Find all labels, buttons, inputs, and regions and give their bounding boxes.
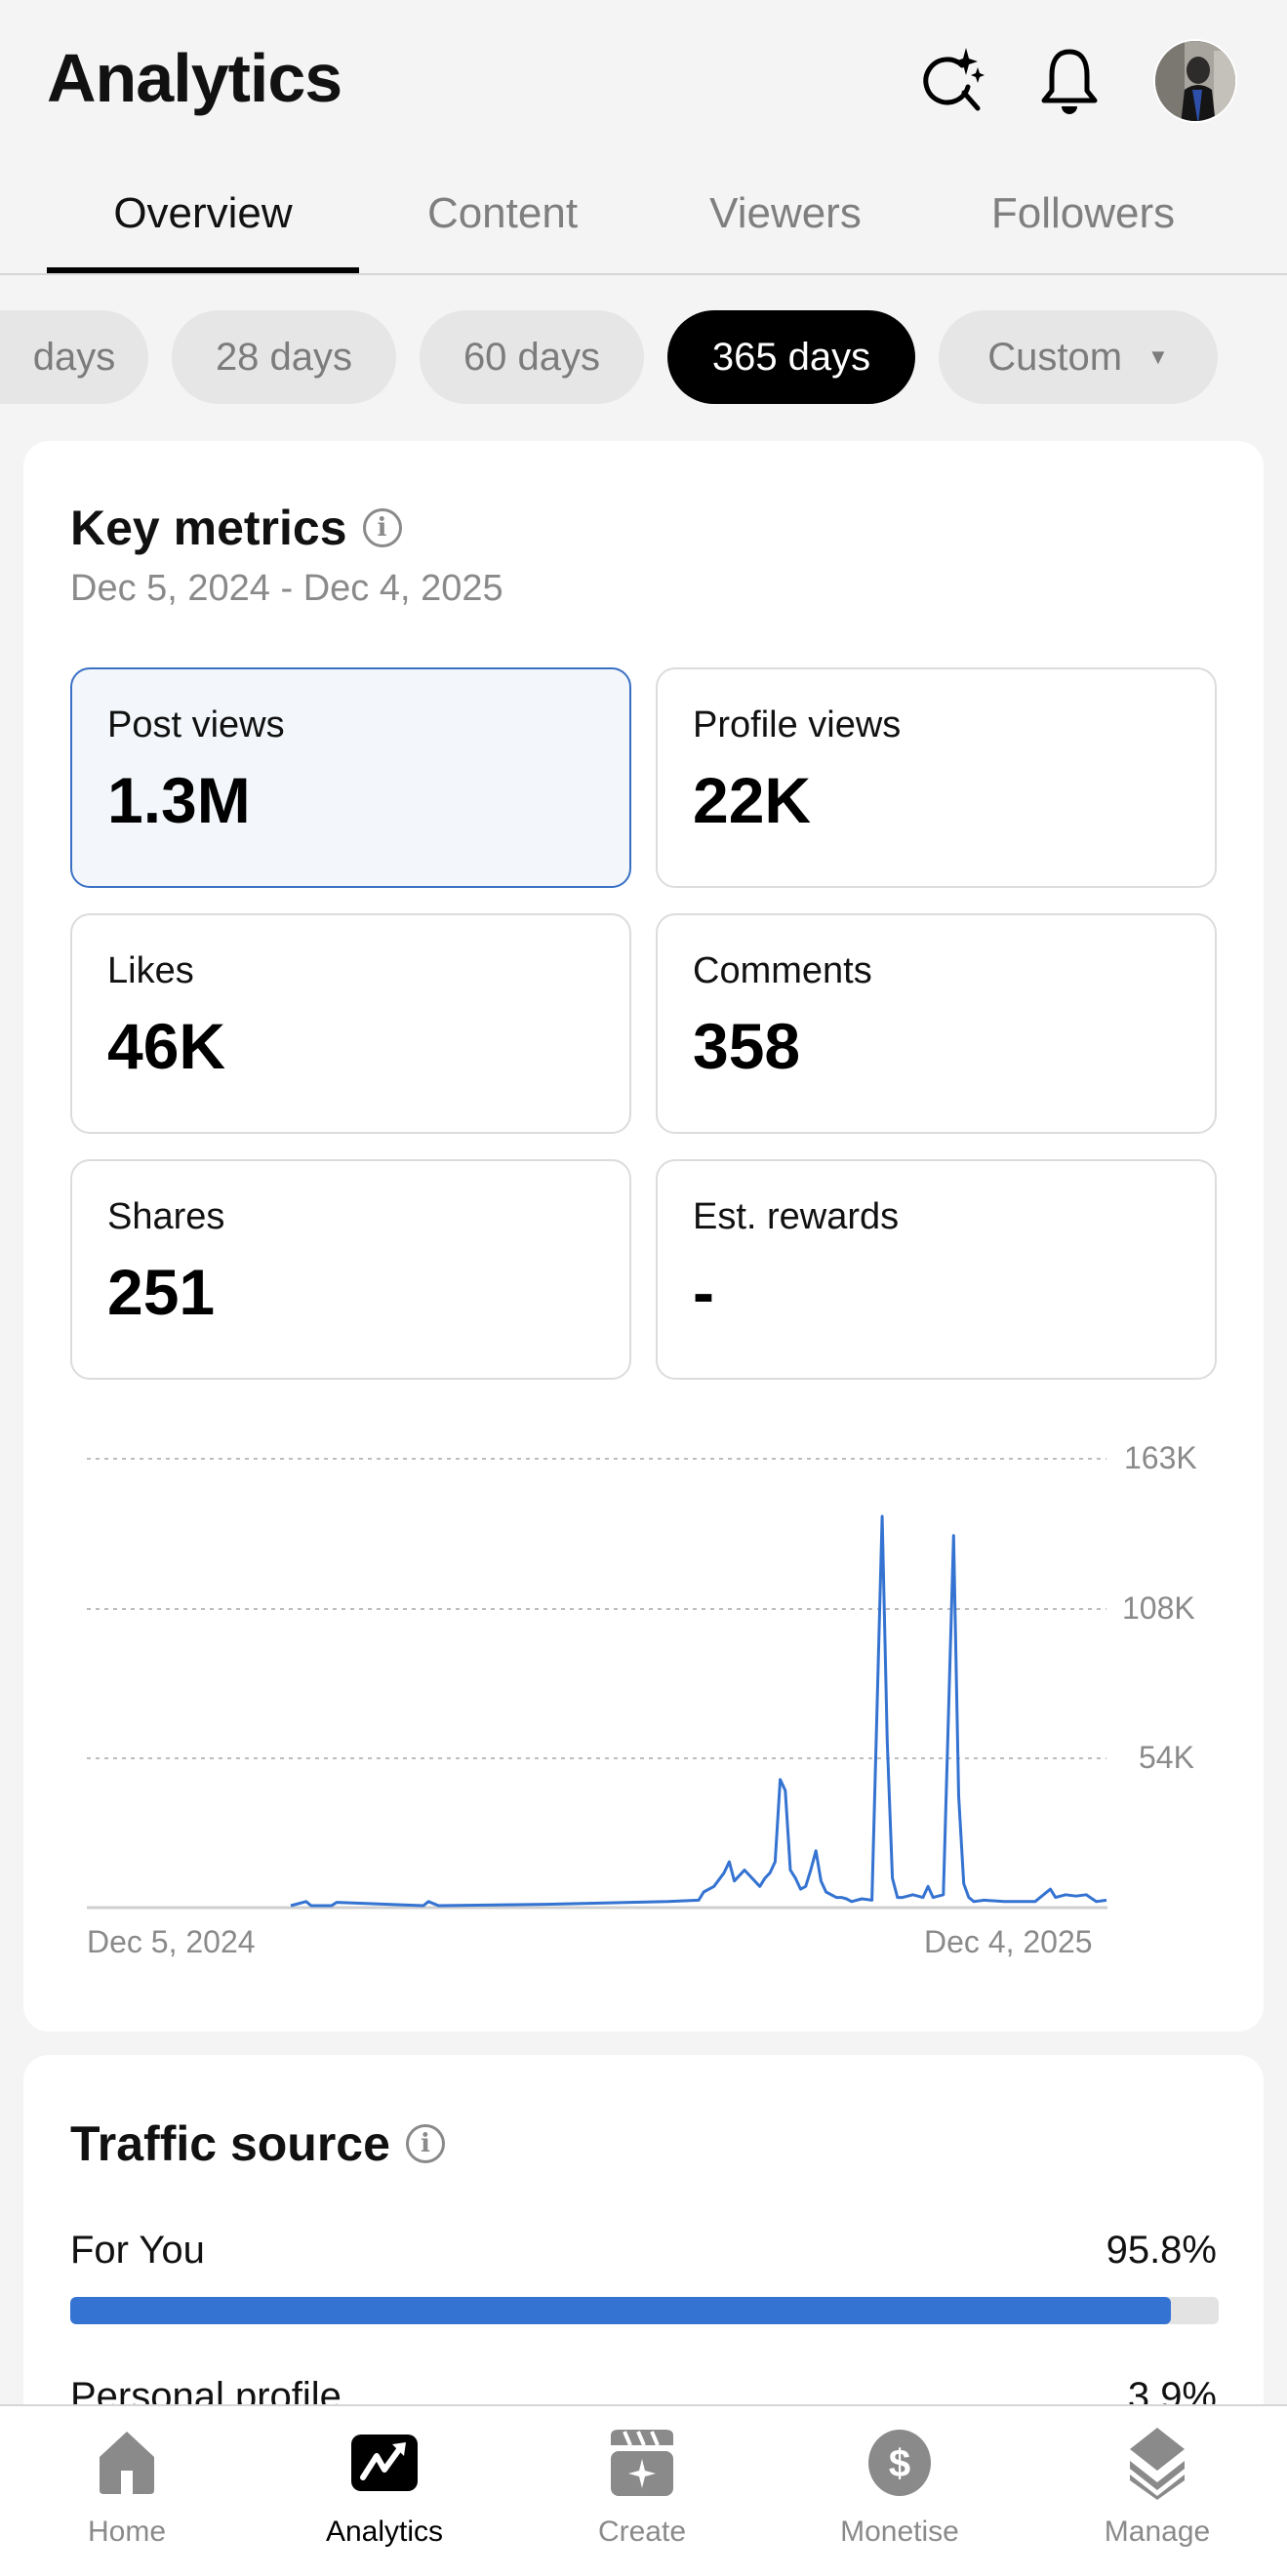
metric-value: 251 [107,1256,216,1328]
traffic-source-card: Traffic source i For You 95.8% Personal … [23,2055,1264,2465]
nav-analytics[interactable]: Analytics [287,2424,482,2560]
nav-create[interactable]: Create [544,2424,740,2560]
layers-icon [1130,2428,1185,2500]
y-tick-108k: 108K [1122,1590,1195,1626]
home-icon [100,2432,154,2494]
key-metrics-heading: Key metrics [70,501,347,555]
page-title: Analytics [47,40,342,116]
metric-profile-views[interactable]: Profile views 22K [656,667,1217,888]
metric-post-views[interactable]: Post views 1.3M [70,667,631,888]
y-tick-54k: 54K [1139,1740,1194,1775]
key-metrics-card: Key metrics i Dec 5, 2024 - Dec 4, 2025 … [23,441,1264,2032]
tab-overview[interactable]: Overview [113,189,293,237]
chip-custom[interactable]: Custom ▼ [939,310,1218,404]
info-icon[interactable]: i [362,508,402,547]
dollar-icon: $ [868,2430,931,2496]
metric-value: 46K [107,1010,226,1082]
x-tick-start: Dec 5, 2024 [87,1924,256,1959]
nav-monetise[interactable]: $ Monetise [802,2424,997,2560]
line-chart [87,1458,1107,1910]
bottom-nav: Home Analytics Create [0,2404,1287,2576]
active-tab-indicator [47,267,359,273]
tab-followers[interactable]: Followers [990,189,1176,237]
traffic-source-title: Traffic source i [70,2115,445,2172]
key-metrics-title: Key metrics i [70,500,402,556]
tab-bar: Overview Content Viewers Followers [0,176,1287,275]
nav-home[interactable]: Home [29,2424,224,2560]
chip-7-days[interactable]: days [0,310,148,404]
x-tick-end: Dec 4, 2025 [924,1924,1093,1959]
metric-comments[interactable]: Comments 358 [656,913,1217,1134]
traffic-for-you-value: 95.8% [1106,2229,1217,2272]
metric-label: Shares [107,1196,225,1237]
chip-60-days[interactable]: 60 days [420,310,644,404]
analytics-icon [351,2435,418,2491]
notifications-button[interactable] [1030,39,1108,123]
tab-content[interactable]: Content [426,189,579,237]
chip-custom-label: Custom [987,335,1123,379]
y-tick-163k: 163K [1124,1440,1197,1475]
metric-label: Profile views [693,704,902,745]
metric-shares[interactable]: Shares 251 [70,1159,631,1380]
header: Analytics [0,0,1287,156]
ai-search-icon [923,48,985,111]
metric-value: 22K [693,764,812,836]
nav-create-label: Create [597,2516,687,2548]
ai-search-button[interactable] [913,39,991,123]
nav-monetise-label: Monetise [840,2516,959,2548]
nav-manage-label: Manage [1104,2516,1211,2548]
caret-down-icon: ▼ [1147,344,1169,369]
nav-home-label: Home [87,2516,167,2548]
chip-365-days[interactable]: 365 days [667,310,915,404]
tab-viewers[interactable]: Viewers [709,189,862,237]
traffic-for-you-label: For You [70,2229,205,2272]
date-range-chips: days 28 days 60 days 365 days Custom ▼ [0,310,1287,404]
traffic-source-heading: Traffic source [70,2116,390,2171]
bell-icon [1041,49,1098,114]
avatar[interactable] [1153,39,1237,123]
svg-text:$: $ [889,2442,910,2485]
date-range-text: Dec 5, 2024 - Dec 4, 2025 [70,568,503,609]
traffic-for-you-bar [70,2297,1219,2324]
metric-value: 358 [693,1010,801,1082]
create-icon [611,2430,673,2496]
traffic-for-you-bar-fill [70,2297,1171,2324]
metric-value: 1.3M [107,764,251,836]
avatar-photo [1155,41,1235,121]
nav-manage[interactable]: Manage [1060,2424,1255,2560]
chip-28-days[interactable]: 28 days [172,310,396,404]
nav-analytics-label: Analytics [325,2516,444,2548]
metric-likes[interactable]: Likes 46K [70,913,631,1134]
metric-label: Comments [693,950,872,991]
metric-label: Post views [107,704,285,745]
metric-value: - [693,1256,714,1328]
metric-est-rewards[interactable]: Est. rewards - [656,1159,1217,1380]
metric-label: Likes [107,950,194,991]
post-views-chart[interactable]: 163K 108K 54K Dec 5, 2024 Dec 4, 2025 [23,441,1264,2032]
info-icon[interactable]: i [405,2124,445,2163]
metric-label: Est. rewards [693,1196,900,1237]
